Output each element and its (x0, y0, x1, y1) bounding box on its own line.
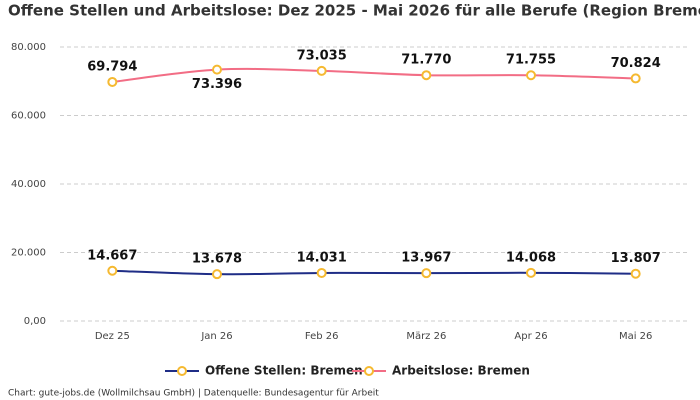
x-tick-label: Feb 26 (305, 331, 339, 342)
marker (421, 70, 432, 81)
marker (212, 64, 222, 75)
legend-label: Arbeitslose: Bremen (392, 364, 530, 378)
legend-label: Offene Stellen: Bremen (205, 364, 363, 378)
value-label: 69.794 (87, 59, 137, 74)
marker (107, 265, 118, 276)
marker (526, 70, 536, 81)
x-tick-label: Apr 26 (514, 331, 547, 342)
source-note: Chart: gute-jobs.de (Wollmilchsau GmbH) … (8, 389, 379, 399)
value-label: 73.035 (297, 48, 347, 63)
y-tick-label: 0,00 (24, 316, 46, 327)
marker (526, 267, 536, 278)
y-tick-label: 40.000 (11, 179, 46, 190)
marker (316, 65, 327, 76)
y-tick-label: 60.000 (11, 111, 46, 122)
value-label: 70.824 (611, 56, 661, 71)
value-label: 13.678 (192, 252, 242, 267)
value-label: 13.967 (401, 251, 451, 266)
marker (212, 269, 222, 280)
value-label: 73.396 (192, 77, 242, 92)
value-label: 14.667 (87, 248, 137, 263)
x-tick-label: März 26 (406, 331, 446, 342)
legend-marker (364, 366, 374, 376)
marker (107, 76, 118, 87)
x-tick-label: Dez 25 (95, 331, 130, 342)
marker (630, 73, 641, 84)
value-label: 13.807 (611, 251, 661, 266)
y-tick-label: 20.000 (11, 248, 46, 259)
value-label: 71.755 (506, 53, 556, 68)
value-label: 14.031 (297, 250, 347, 265)
x-tick-label: Jan 26 (200, 331, 232, 342)
legend-marker (177, 366, 187, 376)
marker (421, 268, 432, 279)
chart-title: Offene Stellen und Arbeitslose: Dez 2025… (8, 2, 700, 20)
x-tick-label: Mai 26 (619, 331, 652, 342)
value-label: 14.068 (506, 250, 556, 265)
value-label: 71.770 (401, 53, 451, 68)
series-line (112, 269, 636, 276)
marker (630, 268, 641, 279)
y-tick-label: 80.000 (11, 42, 46, 53)
marker (316, 267, 327, 278)
series-line (112, 67, 636, 83)
